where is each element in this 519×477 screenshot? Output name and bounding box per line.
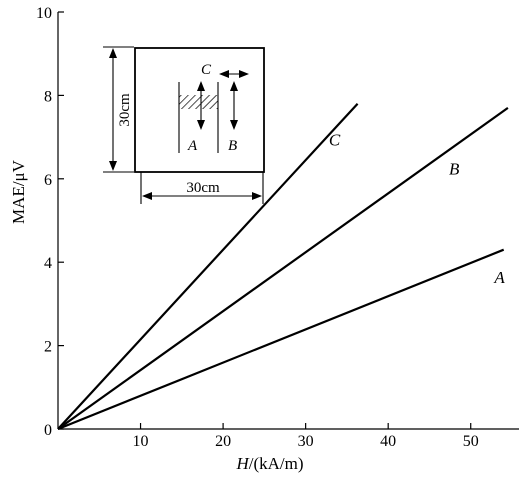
x-axis-title-symbol: H xyxy=(235,454,250,473)
y-tick-label-4: 4 xyxy=(44,255,52,272)
inset-hatched-region xyxy=(179,95,218,109)
y-tick-label-10: 10 xyxy=(36,5,52,22)
inset-arrow-a-up-icon xyxy=(197,81,205,91)
inset-label-a: A xyxy=(187,138,198,154)
axes xyxy=(57,12,519,430)
x-tick-label-30: 30 xyxy=(298,433,314,450)
series-label-b: B xyxy=(449,160,460,179)
x-tick-label-20: 20 xyxy=(215,433,231,450)
inset-height-arrow-down-icon xyxy=(109,161,117,171)
y-tick-label-8: 8 xyxy=(44,88,52,105)
inset-width-arrow-left-icon xyxy=(142,192,152,200)
inset-arrow-c-right-icon xyxy=(239,70,249,78)
inset-arrow-a-down-icon xyxy=(197,120,205,130)
series-label-c: C xyxy=(329,130,341,149)
inset-arrow-b-up-icon xyxy=(230,81,238,91)
inset-arrow-b-down-icon xyxy=(230,120,238,130)
y-tick-label-2: 2 xyxy=(44,339,52,356)
series-layer: A B C xyxy=(57,102,509,431)
x-tick-label-50: 50 xyxy=(463,433,479,450)
y-ticks: 0 2 4 6 8 10 xyxy=(36,5,64,439)
inset-label-c: C xyxy=(201,62,212,78)
series-label-a: A xyxy=(493,268,505,287)
x-tick-label-10: 10 xyxy=(133,433,149,450)
inset-height-label: 30cm xyxy=(117,93,133,127)
y-tick-label-0: 0 xyxy=(44,422,52,439)
inset-width-arrow-right-icon xyxy=(252,192,262,200)
inset-label-b: B xyxy=(228,138,237,154)
inset-height-arrow-up-icon xyxy=(109,48,117,58)
x-axis-title-unit: /(kA/m) xyxy=(249,454,304,473)
x-ticks: 10 20 30 40 50 xyxy=(133,423,479,450)
y-axis-title: MAE/μV xyxy=(9,159,28,224)
x-axis-title: H/(kA/m) xyxy=(235,454,303,473)
x-tick-label-40: 40 xyxy=(380,433,396,450)
inset-arrow-c-left-icon xyxy=(219,70,229,78)
inset-diagram: 30cm 30cm C A B xyxy=(103,46,265,204)
inset-width-label: 30cm xyxy=(186,180,220,196)
series-line-c xyxy=(57,102,359,430)
series-line-a xyxy=(57,248,505,431)
y-tick-label-6: 6 xyxy=(44,172,52,189)
series-line-b xyxy=(57,107,509,430)
inset-specimen-box xyxy=(134,47,265,173)
